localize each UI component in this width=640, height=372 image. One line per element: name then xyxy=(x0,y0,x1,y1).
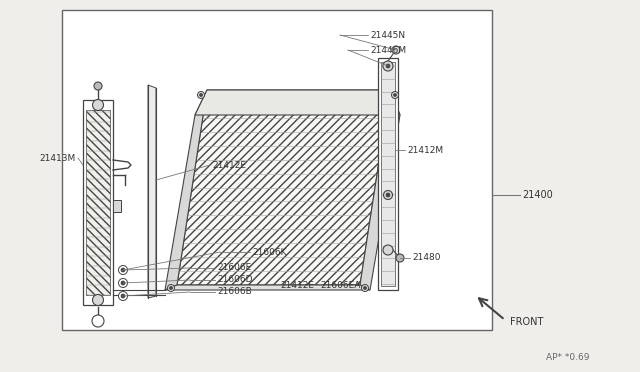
Text: 21445N: 21445N xyxy=(370,31,405,39)
Bar xyxy=(62,10,492,330)
Polygon shape xyxy=(165,285,370,290)
Text: 21400: 21400 xyxy=(522,190,553,200)
Circle shape xyxy=(362,285,369,292)
Circle shape xyxy=(168,285,175,292)
Polygon shape xyxy=(177,90,390,285)
Text: 21413M: 21413M xyxy=(40,154,76,163)
Circle shape xyxy=(118,279,127,288)
Circle shape xyxy=(386,64,390,68)
Text: AP* *0.69: AP* *0.69 xyxy=(547,353,590,362)
Polygon shape xyxy=(148,85,156,298)
Circle shape xyxy=(200,93,202,96)
Circle shape xyxy=(392,92,399,99)
Text: 21412E: 21412E xyxy=(212,160,246,170)
Circle shape xyxy=(118,292,127,301)
Circle shape xyxy=(386,193,390,197)
Text: 21412E: 21412E xyxy=(280,280,314,289)
Circle shape xyxy=(92,315,104,327)
Polygon shape xyxy=(86,110,110,295)
Text: 21412M: 21412M xyxy=(407,145,443,154)
Polygon shape xyxy=(195,90,400,115)
Polygon shape xyxy=(83,100,113,305)
Text: FRONT: FRONT xyxy=(510,317,543,327)
Circle shape xyxy=(93,295,104,305)
Polygon shape xyxy=(381,62,395,286)
Text: 21606E: 21606E xyxy=(217,263,252,273)
Circle shape xyxy=(121,281,125,285)
Polygon shape xyxy=(378,58,398,290)
Circle shape xyxy=(170,286,173,289)
Text: 21606D: 21606D xyxy=(217,276,253,285)
Circle shape xyxy=(394,93,397,96)
Circle shape xyxy=(364,286,367,289)
Text: 21606K: 21606K xyxy=(252,247,287,257)
Text: 21606B: 21606B xyxy=(217,288,252,296)
Circle shape xyxy=(383,245,393,255)
Circle shape xyxy=(93,99,104,110)
Circle shape xyxy=(392,46,400,54)
Text: 21446M: 21446M xyxy=(370,45,406,55)
Circle shape xyxy=(198,92,205,99)
Circle shape xyxy=(121,268,125,272)
Circle shape xyxy=(94,82,102,90)
Text: 21480: 21480 xyxy=(412,253,440,263)
Bar xyxy=(113,200,121,212)
Circle shape xyxy=(383,190,392,199)
Polygon shape xyxy=(165,90,207,290)
Circle shape xyxy=(383,61,393,71)
Circle shape xyxy=(118,266,127,275)
Polygon shape xyxy=(360,90,400,290)
Circle shape xyxy=(396,254,404,262)
Text: 21606EA: 21606EA xyxy=(320,280,360,289)
Circle shape xyxy=(121,294,125,298)
